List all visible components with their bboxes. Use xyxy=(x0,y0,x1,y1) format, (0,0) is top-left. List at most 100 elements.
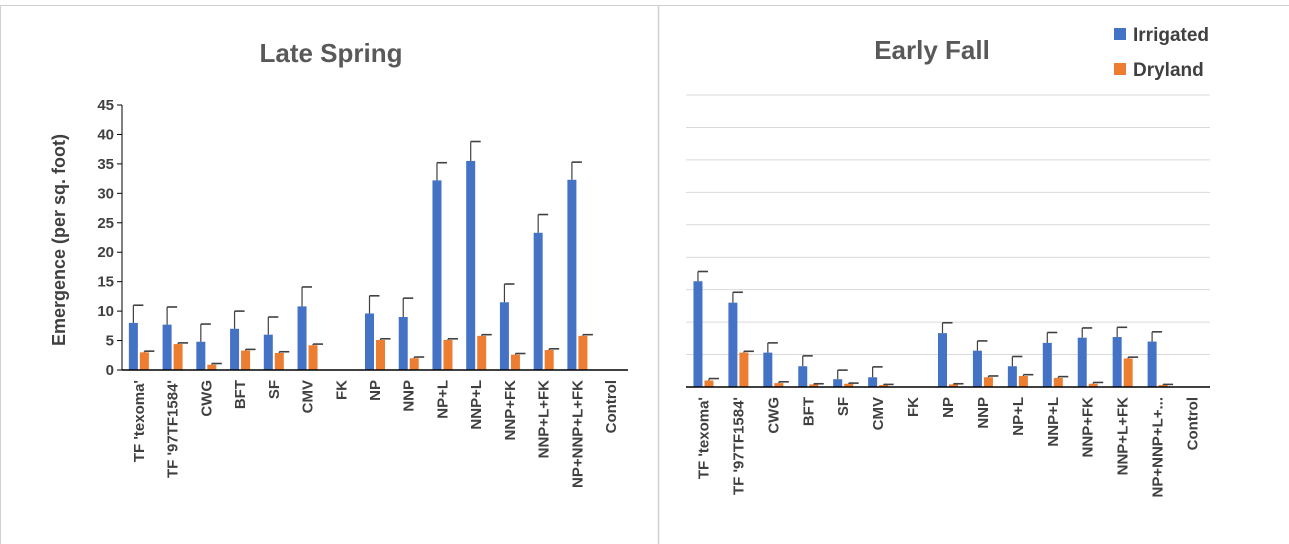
y-tick-label: 5 xyxy=(106,333,114,350)
x-tick-label: NNP+L xyxy=(1045,397,1062,447)
bar-irrigated xyxy=(693,281,703,387)
bar-irrigated xyxy=(466,160,476,370)
x-tick-label: TF '97TF1584' xyxy=(165,380,182,478)
bar-dryland xyxy=(774,383,784,387)
bar-irrigated xyxy=(196,341,206,370)
y-tick-label: 10 xyxy=(97,303,114,320)
legend-label-irrigated: Irrigated xyxy=(1133,25,1209,46)
x-tick-label: NNP+L+FK xyxy=(536,380,553,459)
bar-dryland xyxy=(241,350,251,370)
bar-dryland xyxy=(139,352,149,370)
bar-irrigated xyxy=(128,322,138,370)
bar-irrigated xyxy=(432,180,442,370)
bar-dryland xyxy=(376,339,385,370)
bar-dryland xyxy=(949,384,958,387)
y-tick-label: 20 xyxy=(97,244,114,261)
x-tick-label: SF xyxy=(266,380,283,399)
x-tick-label: SF xyxy=(835,397,852,416)
x-tick-label: NNP xyxy=(401,380,418,412)
bar-irrigated xyxy=(798,366,808,387)
legend: Irrigated Dryland xyxy=(1114,25,1209,81)
bar-irrigated xyxy=(763,352,773,387)
bar-irrigated xyxy=(728,302,738,387)
bar-irrigated xyxy=(162,324,172,370)
x-tick-label: BFT xyxy=(800,397,817,426)
early-fall-chart: TF 'texoma' TF '97TF1584' CWG BFT SF CMV FK NP N… xyxy=(686,94,1210,497)
x-tick-label: Control xyxy=(1185,397,1202,450)
x-tick-label: BFT xyxy=(232,380,249,409)
x-tick-label: Control xyxy=(603,380,620,433)
late-spring-chart: 0 5 10 15 20 25 30 35 40 45 TF 'texoma' TF '97TF158… xyxy=(97,97,628,488)
bar-dryland xyxy=(844,383,854,387)
x-tick-label: NNP xyxy=(975,397,992,429)
x-tick-label: CWG xyxy=(198,380,215,417)
bar-dryland xyxy=(274,352,284,370)
bar-irrigated xyxy=(567,179,577,370)
bar-dryland xyxy=(1018,375,1028,387)
x-tick-label: TF '97TF1584' xyxy=(730,397,747,495)
chart-title-early-fall: Early Fall xyxy=(874,35,990,65)
x-tick-label: NNP+L xyxy=(468,380,485,430)
x-tick-label: FK xyxy=(905,397,922,417)
bar-dryland xyxy=(739,352,749,387)
bar-irrigated xyxy=(398,317,408,370)
legend-swatch-irrigated xyxy=(1114,28,1126,40)
x-tick-label: NP+NNP+L+FK xyxy=(569,380,586,488)
bar-irrigated xyxy=(297,306,307,370)
x-tick-label: NNP+L+FK xyxy=(1115,397,1132,476)
y-axis-label: Emergence (per sq. foot) xyxy=(49,134,69,346)
bar-irrigated xyxy=(1147,341,1157,387)
y-tick-label: 40 xyxy=(97,126,114,143)
bar-dryland xyxy=(578,335,588,370)
bar-dryland xyxy=(1123,358,1133,387)
bar-irrigated xyxy=(1112,337,1122,387)
bar-dryland xyxy=(409,358,419,370)
bar-dryland xyxy=(443,339,453,370)
x-tick-label: NP+L xyxy=(1010,397,1027,436)
bar-dryland xyxy=(510,354,520,370)
bar-dryland xyxy=(207,364,217,370)
y-tick-label: 35 xyxy=(97,156,114,173)
y-tick-label: 30 xyxy=(97,185,114,202)
x-tick-label: FK xyxy=(333,380,350,400)
x-tick-label: NP+NNP+L+... xyxy=(1150,397,1167,497)
bar-irrigated xyxy=(938,333,947,387)
bar-irrigated xyxy=(972,350,982,387)
x-tick-label: NNP+FK xyxy=(502,380,519,441)
bar-irrigated xyxy=(263,334,273,370)
y-tick-label: 0 xyxy=(106,362,114,379)
bar-irrigated xyxy=(230,328,240,370)
bar-dryland xyxy=(1088,383,1098,387)
bar-dryland xyxy=(983,377,993,387)
x-tick-label: CMV xyxy=(870,397,887,430)
x-tick-label: TF 'texoma' xyxy=(131,380,148,462)
x-tick-label: NP xyxy=(367,380,384,401)
y-tick-label: 15 xyxy=(97,274,114,291)
y-tick-label: 45 xyxy=(97,97,114,114)
bar-dryland xyxy=(173,344,183,370)
bar-irrigated xyxy=(365,313,374,370)
chart-title-late-spring: Late Spring xyxy=(259,38,402,68)
x-tick-label: NP xyxy=(940,397,957,418)
x-tick-label: NNP+FK xyxy=(1080,397,1097,458)
bar-dryland xyxy=(1053,377,1063,387)
bar-dryland xyxy=(308,345,318,370)
bar-irrigated xyxy=(499,302,509,370)
bar-dryland xyxy=(477,335,487,370)
bar-irrigated xyxy=(1077,337,1087,387)
bar-irrigated xyxy=(868,377,878,387)
y-tick-label: 25 xyxy=(97,215,114,232)
bar-irrigated xyxy=(1007,366,1017,387)
x-tick-label: TF 'texoma' xyxy=(695,397,712,479)
legend-label-dryland: Dryland xyxy=(1133,60,1204,81)
bar-dryland xyxy=(544,349,554,370)
bar-dryland xyxy=(809,384,819,387)
legend-swatch-dryland xyxy=(1114,63,1126,75)
x-tick-label: NP+L xyxy=(434,380,451,419)
bar-dryland xyxy=(704,380,714,387)
bar-irrigated xyxy=(833,379,843,387)
bar-irrigated xyxy=(533,232,543,370)
x-tick-label: CWG xyxy=(765,397,782,434)
